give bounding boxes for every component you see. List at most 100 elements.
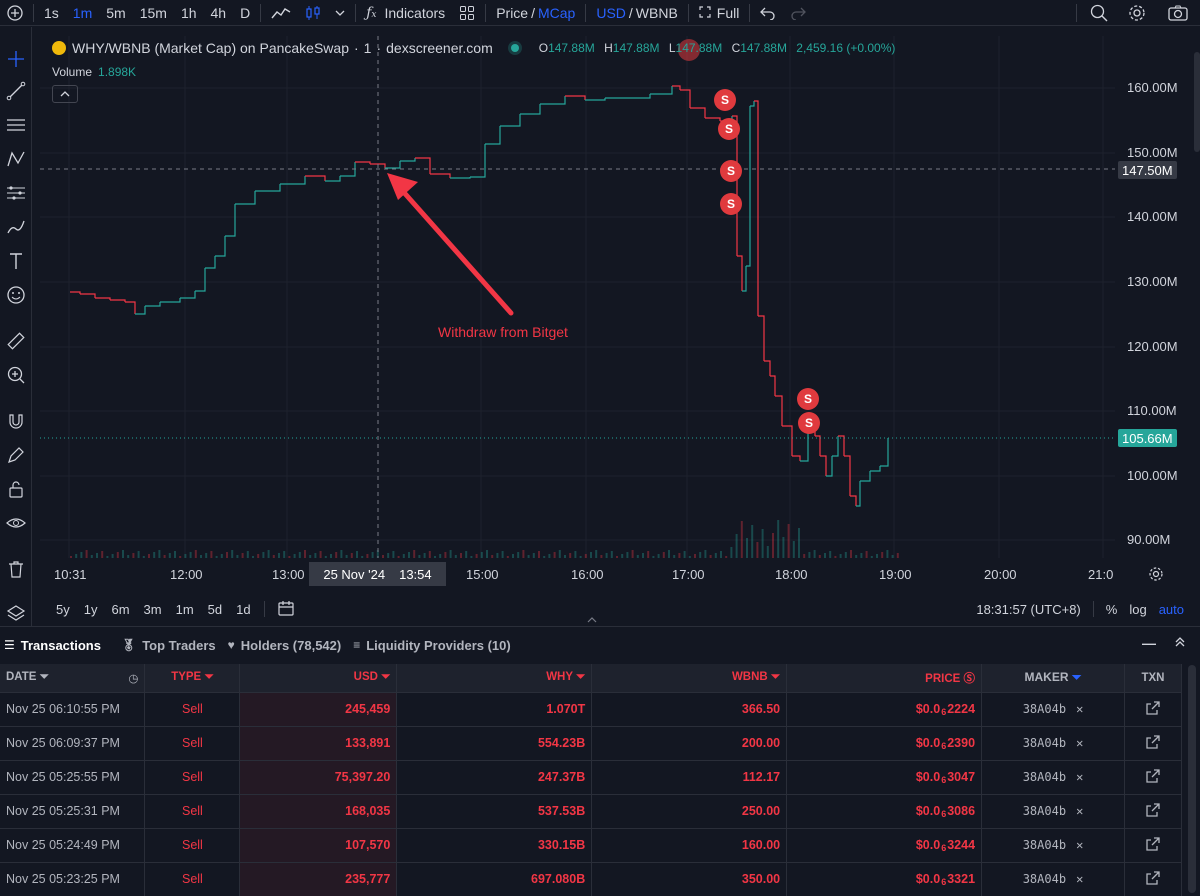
price-chart[interactable] <box>40 36 1200 558</box>
filter-clear-icon[interactable]: ✕ <box>1076 872 1084 887</box>
sell-marker[interactable]: S <box>720 160 742 182</box>
column-usd[interactable]: USD ⏷ <box>239 664 398 692</box>
currency-icon[interactable]: ⓢ <box>963 672 976 685</box>
range-5d[interactable]: 5d <box>207 601 223 617</box>
cell-txn[interactable] <box>1124 725 1183 760</box>
interval-1h[interactable]: 1h <box>180 4 197 21</box>
table-row[interactable]: Nov 25 05:25:55 PM Sell 75,397.20 247.37B 11… <box>0 759 1183 794</box>
interval-15m[interactable]: 15m <box>139 4 167 21</box>
minimize-icon[interactable]: — <box>1142 635 1156 651</box>
trash-icon[interactable] <box>4 557 28 581</box>
cell-txn[interactable] <box>1124 827 1183 862</box>
range-3m[interactable]: 3m <box>143 601 162 617</box>
column-type[interactable]: TYPE ⏷ <box>144 664 241 692</box>
table-scrollbar[interactable] <box>1188 665 1196 893</box>
interval-5m[interactable]: 5m <box>106 4 126 21</box>
column-wbnb[interactable]: WBNB ⏷ <box>591 664 788 692</box>
sell-marker[interactable]: S <box>798 412 820 434</box>
tab-holders[interactable]: ♥ Holders (78,542) <box>227 637 342 653</box>
filter-clear-icon[interactable]: ✕ <box>1076 736 1084 750</box>
range-6m[interactable]: 6m <box>111 601 130 617</box>
interval-d[interactable]: D <box>240 4 251 21</box>
camera-icon[interactable] <box>1156 0 1200 26</box>
fullscreen-button[interactable]: Full <box>692 0 747 26</box>
undo-icon[interactable] <box>753 0 783 26</box>
cell-maker[interactable]: 38A04b ✕ <box>981 793 1125 828</box>
table-row[interactable]: Nov 25 05:25:31 PM Sell 168,035 537.53B 250.… <box>0 793 1183 828</box>
table-row[interactable]: Nov 25 05:23:25 PM Sell 235,777 697.080B 350… <box>0 861 1183 896</box>
lock-pencil-icon[interactable] <box>4 443 28 467</box>
cell-txn[interactable] <box>1124 793 1183 828</box>
lock-icon[interactable] <box>4 477 28 501</box>
filter-clear-icon[interactable]: ✕ <box>1076 770 1084 784</box>
crosshair-icon[interactable] <box>4 47 28 71</box>
add-symbol-icon[interactable] <box>0 0 30 26</box>
horizontal-lines-icon[interactable] <box>4 113 28 137</box>
eye-icon[interactable] <box>4 511 28 535</box>
ruler-icon[interactable] <box>4 329 28 353</box>
tab-transactions[interactable]: ☰ Transactions <box>4 637 101 653</box>
settings-gear-icon[interactable] <box>1118 0 1156 26</box>
text-tool-icon[interactable] <box>4 249 28 273</box>
emoji-icon[interactable] <box>4 283 28 307</box>
chart-annotation[interactable]: Withdraw from Bitget <box>438 324 568 340</box>
table-row[interactable]: Nov 25 05:24:49 PM Sell 107,570 330.15B 160.… <box>0 827 1183 862</box>
legend-collapse-button[interactable] <box>52 85 78 103</box>
table-row[interactable]: Nov 25 06:10:55 PM Sell 245,459 1.070T 366.5… <box>0 691 1183 726</box>
currency-toggle[interactable]: USD / WBNB <box>596 4 678 21</box>
cell-maker[interactable]: 38A04b ✕ <box>981 759 1125 794</box>
percent-toggle[interactable]: % <box>1105 601 1118 617</box>
column-price[interactable]: PRICE ⓢ <box>786 664 983 692</box>
filter-icon[interactable]: ⏷ <box>576 671 586 684</box>
range-1m[interactable]: 1m <box>175 601 194 617</box>
filter-clear-icon[interactable]: ✕ <box>1076 804 1084 818</box>
zoom-in-icon[interactable] <box>4 363 28 387</box>
date-range-icon[interactable] <box>271 600 303 619</box>
filter-icon[interactable]: ⏷ <box>204 671 214 684</box>
layout-grid-icon[interactable] <box>452 0 482 26</box>
time-axis[interactable]: 10:31 12:00 13:00 15:00 16:00 17:00 18:00 19:00… <box>40 562 1158 588</box>
range-1d[interactable]: 1d <box>236 601 251 617</box>
trend-line-icon[interactable] <box>4 79 28 103</box>
clock-icon[interactable]: ◷ <box>128 672 139 685</box>
magnet-icon[interactable] <box>4 409 28 433</box>
tab-top-traders[interactable]: 🏅︎ Top Traders <box>120 637 216 653</box>
filter-clear-icon[interactable]: ✕ <box>1076 702 1084 716</box>
quick-search-icon[interactable] <box>1080 0 1118 26</box>
tab-liquidity-providers[interactable]: ≡ Liquidity Providers (10) <box>353 637 511 653</box>
sell-marker[interactable]: S <box>797 388 819 410</box>
range-5y[interactable]: 5y <box>56 601 70 617</box>
log-toggle[interactable]: log <box>1129 601 1147 617</box>
filter-icon[interactable]: ⏷ <box>381 671 391 684</box>
column-why[interactable]: WHY ⏷ <box>396 664 593 692</box>
chevron-down-icon[interactable] <box>328 0 352 26</box>
interval-1s[interactable]: 1s <box>44 4 59 21</box>
sell-marker[interactable]: S <box>714 89 736 111</box>
table-row[interactable]: Nov 25 06:09:37 PM Sell 133,891 554.23B 200.… <box>0 725 1183 760</box>
interval-4h[interactable]: 4h <box>210 4 227 21</box>
sell-marker[interactable]: S <box>720 193 742 215</box>
filter-clear-icon[interactable]: ✕ <box>1076 838 1084 852</box>
interval-1m[interactable]: 1m <box>72 4 93 21</box>
column-date[interactable]: DATE ⏷ ◷ <box>0 664 146 692</box>
cell-txn[interactable] <box>1124 759 1183 794</box>
indicators-button[interactable]: ƒx Indicators <box>359 0 452 26</box>
column-maker[interactable]: MAKER ⏷ <box>981 664 1125 692</box>
auto-toggle[interactable]: auto <box>1158 601 1184 617</box>
cell-txn[interactable] <box>1124 691 1183 726</box>
candles-icon[interactable] <box>298 0 328 26</box>
filter-icon[interactable]: ⏷ <box>39 670 49 683</box>
layers-icon[interactable] <box>4 601 28 625</box>
fib-icon[interactable] <box>4 181 28 205</box>
expand-icon[interactable] <box>1174 635 1186 651</box>
cell-maker[interactable]: 38A04b ✕ <box>981 691 1125 726</box>
price-mcap-toggle[interactable]: Price / MCap <box>496 4 576 21</box>
chart-scrollbar[interactable] <box>1194 52 1200 152</box>
clock-display[interactable]: 18:31:57 (UTC+8) <box>976 601 1081 617</box>
cell-maker[interactable]: 38A04b ✕ <box>981 861 1125 896</box>
range-1y[interactable]: 1y <box>83 601 98 617</box>
brush-icon[interactable] <box>4 215 28 239</box>
cell-maker[interactable]: 38A04b ✕ <box>981 827 1125 862</box>
cell-maker[interactable]: 38A04b ✕ <box>981 725 1125 760</box>
cell-txn[interactable] <box>1124 861 1183 896</box>
